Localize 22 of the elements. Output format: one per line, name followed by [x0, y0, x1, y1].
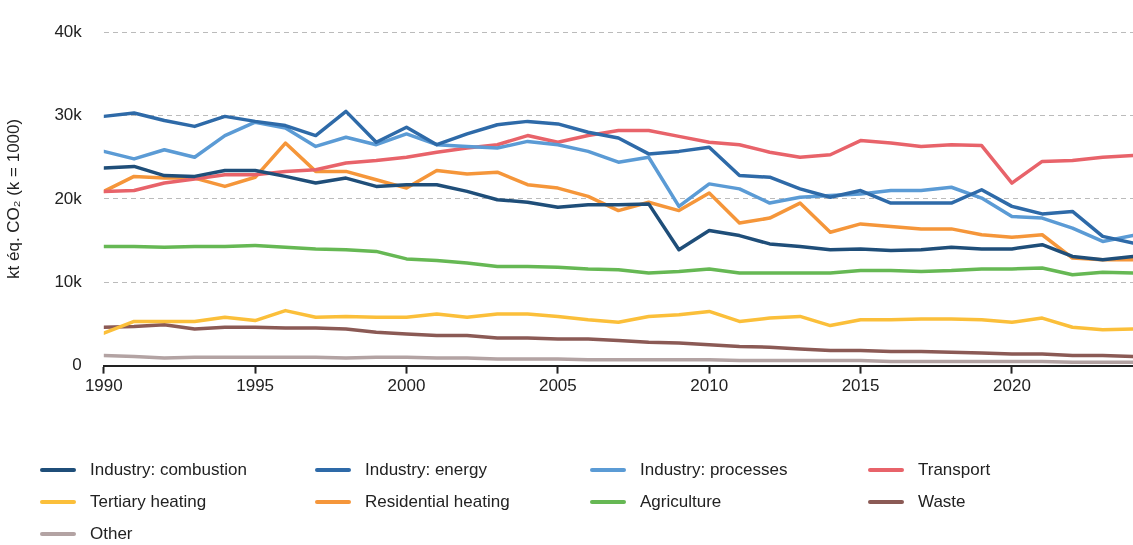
- x-tick-label: 2020: [993, 376, 1031, 396]
- y-tick-label: 0: [72, 355, 82, 375]
- x-tick-label: 2000: [387, 376, 426, 396]
- x-tick-label: 1995: [236, 376, 275, 396]
- x-tick-label: 2005: [538, 376, 577, 396]
- legend-label: Residential heating: [365, 492, 510, 512]
- x-tick-label: 2015: [841, 376, 880, 396]
- legend-label: Industry: processes: [640, 460, 788, 480]
- legend-label: Waste: [918, 492, 966, 512]
- legend-label: Transport: [918, 460, 991, 480]
- y-tick-label: 40k: [54, 21, 83, 41]
- legend-label: Industry: combustion: [90, 460, 247, 480]
- y-tick-label: 20k: [54, 188, 83, 208]
- legend-label: Other: [90, 524, 133, 544]
- x-tick-label: 1990: [84, 376, 123, 396]
- x-tick-label: 2010: [690, 376, 729, 396]
- legend-label: Tertiary heating: [90, 492, 207, 512]
- y-tick-label: 10k: [54, 271, 83, 291]
- legend-label: Industry: energy: [365, 460, 487, 480]
- y-tick-label: 30k: [54, 105, 83, 125]
- y-axis-title: kt éq. CO₂ (k = 1000): [3, 118, 23, 279]
- legend-label: Agriculture: [640, 492, 722, 512]
